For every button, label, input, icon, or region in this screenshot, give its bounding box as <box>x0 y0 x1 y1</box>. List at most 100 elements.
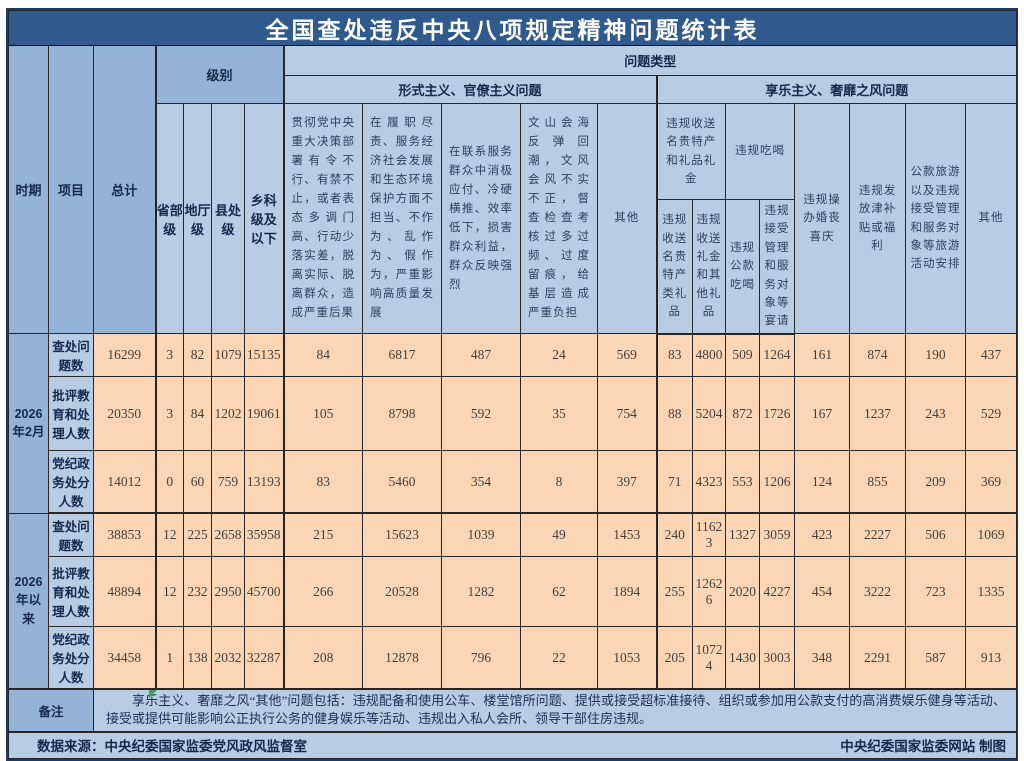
data-cell: 205 <box>656 626 693 691</box>
data-cell: 454 <box>794 556 850 628</box>
data-cell: 3 <box>155 376 184 452</box>
data-cell: 190 <box>905 333 966 378</box>
data-cell: 855 <box>849 450 906 515</box>
data-cell: 15623 <box>362 512 442 558</box>
row-label: 党纪政务处分人数 <box>48 626 94 691</box>
data-cell: 354 <box>441 450 521 515</box>
data-cell: 5204 <box>692 376 726 452</box>
data-row: 2026年以来 查处问题数 38853 12 225 2658 35958 215 15623 1… <box>8 512 1017 690</box>
data-cell: 232 <box>183 556 212 628</box>
data-cell: 215 <box>283 512 363 558</box>
data-cell: 12 <box>155 512 184 558</box>
data-cell: 423 <box>794 512 850 558</box>
data-cell: 1079 <box>211 333 245 378</box>
data-cell: 2658 <box>211 512 245 558</box>
data-cell: 487 <box>441 333 521 378</box>
data-cell: 6817 <box>362 333 442 378</box>
col-header-period: 时期 <box>8 44 49 335</box>
credit-label: 中央纪委国家监委网站 制图 <box>840 739 1006 755</box>
data-cell: 1282 <box>441 556 521 628</box>
data-cell: 796 <box>441 626 521 691</box>
data-cell: 32287 <box>244 626 285 691</box>
data-cell: 255 <box>656 556 693 628</box>
group-header-gifts: 违规收送名贵特产和礼品礼金 <box>656 103 726 200</box>
row-label: 查处问题数 <box>48 512 94 558</box>
group-header-hedonism: 享乐主义、奢靡之风问题 <box>656 75 1017 104</box>
remark-cell: 享乐主义、奢靡之风“其他”问题包括：违规配备和使用公车、楼堂馆所问题、提供或接受… <box>93 688 1017 733</box>
data-cell: 12 <box>155 556 184 628</box>
table: 全国查处违反中央八项规定精神问题统计表 时期 项目 总计 级别 问题类型 形式主… <box>8 10 1017 760</box>
data-cell: 12878 <box>362 626 442 691</box>
data-cell: 553 <box>725 450 760 515</box>
data-cell: 20528 <box>362 556 442 628</box>
data-cell: 723 <box>905 556 966 628</box>
data-cell: 1069 <box>965 512 1017 558</box>
data-cell: 509 <box>725 333 760 378</box>
data-cell: 12626 <box>692 556 726 628</box>
data-cell: 208 <box>283 626 363 691</box>
row-label: 查处问题数 <box>48 333 94 378</box>
data-cell: 437 <box>965 333 1017 378</box>
col-header-prefecture: 地厅级 <box>183 102 212 335</box>
data-cell: 83 <box>283 450 363 515</box>
col-header-formalism-3: 在联系服务群众中消极应付、冷硬横推、效率低下，损害群众利益，群众反映强烈 <box>441 102 521 335</box>
data-cell: 3003 <box>759 626 795 691</box>
data-cell: 1053 <box>597 626 658 691</box>
data-cell: 2227 <box>849 512 906 558</box>
period-cell: 2026年2月 <box>8 333 49 514</box>
data-source-label: 数据来源：中央纪委国家监委党风政风监督室 <box>37 739 307 755</box>
data-cell: 16299 <box>93 333 157 378</box>
data-cell: 759 <box>211 450 245 515</box>
col-header-dining-public-funds: 违规公款吃喝 <box>725 198 760 335</box>
data-cell: 82 <box>183 333 212 378</box>
data-row: 批评教育和处理人数 20350 3 84 1202 19061 105 8798 592 35 75… <box>9 376 1017 452</box>
row-label: 批评教育和处理人数 <box>48 376 94 452</box>
data-cell: 2032 <box>211 626 245 691</box>
data-cell: 243 <box>905 376 966 452</box>
remark-row: 备注 享乐主义、奢靡之风“其他”问题包括：违规配备和使用公车、楼堂馆所问题、提供… <box>8 688 1017 733</box>
data-cell: 161 <box>794 333 850 378</box>
data-cell: 1264 <box>759 333 795 378</box>
data-cell: 1237 <box>849 376 906 452</box>
data-cell: 2291 <box>849 626 906 691</box>
data-cell: 22 <box>520 626 598 691</box>
data-cell: 105 <box>283 376 363 452</box>
data-cell: 1894 <box>597 556 658 628</box>
data-cell: 4800 <box>692 333 726 378</box>
data-cell: 62 <box>520 556 598 628</box>
data-cell: 3059 <box>759 512 795 558</box>
col-header-dining-banquets: 违规接受管理和服务对象等宴请 <box>759 198 795 335</box>
error-marker-icon <box>149 691 157 699</box>
data-cell: 1 <box>155 626 184 691</box>
table-body: 2026年2月 查处问题数 16299 3 82 1079 15135 84 6817 487 24… <box>8 333 1017 691</box>
data-cell: 506 <box>905 512 966 558</box>
data-cell: 20350 <box>93 376 157 452</box>
col-header-formalism-4: 文山会海反弹回潮，文风会风不实不正，督查检查考核过多过频、过度留痕，给基层造成严… <box>520 102 598 335</box>
data-cell: 84 <box>183 376 212 452</box>
data-cell: 1327 <box>725 512 760 558</box>
data-cell: 167 <box>794 376 850 452</box>
data-cell: 874 <box>849 333 906 378</box>
data-cell: 88 <box>656 376 693 452</box>
data-row: 党纪政务处分人数 34458 1 138 2032 32287 208 12878 796 22 1… <box>9 626 1017 691</box>
data-cell: 35 <box>520 376 598 452</box>
data-cell: 45700 <box>244 556 285 628</box>
data-cell: 60 <box>183 450 212 515</box>
data-cell: 1726 <box>759 376 795 452</box>
col-header-weddings-funerals: 违规操办婚丧喜庆 <box>794 102 850 335</box>
data-row: 党纪政务处分人数 14012 0 60 759 13193 83 5460 354 8 397 71 4… <box>9 450 1017 515</box>
data-cell: 10724 <box>692 626 726 691</box>
col-header-hedonism-other: 其他 <box>965 102 1017 335</box>
data-cell: 2950 <box>211 556 245 628</box>
data-cell: 38853 <box>93 512 157 558</box>
data-cell: 913 <box>965 626 1017 691</box>
col-header-total: 总计 <box>93 44 157 335</box>
data-cell: 397 <box>597 450 658 515</box>
data-cell: 138 <box>183 626 212 691</box>
data-cell: 8798 <box>362 376 442 452</box>
data-cell: 529 <box>965 376 1017 452</box>
data-cell: 1430 <box>725 626 760 691</box>
data-cell: 240 <box>656 512 693 558</box>
data-cell: 225 <box>183 512 212 558</box>
data-cell: 3222 <box>849 556 906 628</box>
